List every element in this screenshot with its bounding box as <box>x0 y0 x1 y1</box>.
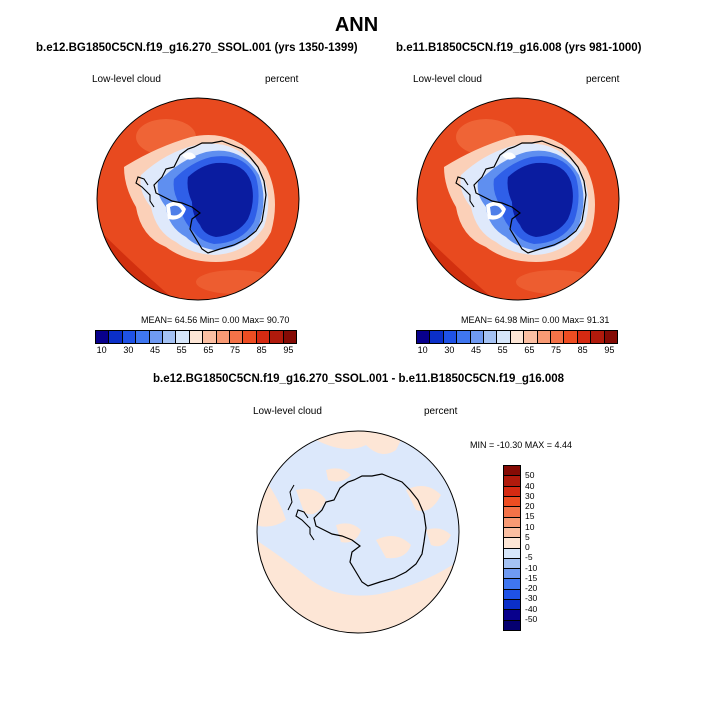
colorbar-tick-label: -10 <box>525 562 538 573</box>
colorbar-tick-label: 55 <box>176 345 187 355</box>
colorbar-tick-label: 75 <box>229 345 241 355</box>
panel-2-case-title: b.e11.B1850C5CN.f19_g16.008 (yrs 981-100… <box>396 42 642 54</box>
colorbar-swatch <box>504 558 520 570</box>
colorbar-swatch <box>564 331 578 343</box>
diff-panel-stats: MIN = -10.30 MAX = 4.44 <box>470 440 573 450</box>
colorbar-swatch <box>230 331 244 343</box>
colorbar-swatch <box>551 331 565 343</box>
colorbar-swatch <box>504 579 520 590</box>
main-title: ANN <box>334 14 379 36</box>
colorbar-swatch <box>176 331 190 343</box>
panel-1-colorbar <box>95 330 297 344</box>
colorbar-swatch <box>430 331 444 343</box>
colorbar-swatch <box>484 331 498 343</box>
colorbar-tick-label: -20 <box>525 583 538 593</box>
colorbar-swatch <box>524 331 538 343</box>
colorbar-swatch <box>504 548 520 559</box>
panel-1-units-label: percent <box>265 74 299 85</box>
panel-1-polar-map <box>96 97 300 301</box>
colorbar-tick-label: -40 <box>525 603 538 614</box>
colorbar-swatch <box>96 331 110 343</box>
panel-2-colorbar <box>416 330 618 344</box>
colorbar-swatch <box>504 527 520 539</box>
colorbar-tick-label: 95 <box>283 345 294 355</box>
colorbar-swatch <box>504 600 520 611</box>
colorbar-swatch <box>203 331 217 343</box>
colorbar-tick-label: 95 <box>604 345 615 355</box>
colorbar-tick-label: -30 <box>525 593 538 604</box>
colorbar-swatch <box>504 496 520 508</box>
colorbar-tick-label: 10 <box>417 345 428 355</box>
colorbar-tick-label: 30 <box>123 345 134 355</box>
colorbar-swatch <box>504 486 520 497</box>
colorbar-swatch <box>504 620 520 630</box>
colorbar-swatch <box>457 331 471 343</box>
colorbar-swatch <box>504 610 520 621</box>
colorbar-swatch <box>136 331 150 343</box>
panel-2-stats: MEAN= 64.98 Min= 0.00 Max= 91.31 <box>461 315 610 325</box>
diff-colorbar <box>503 465 521 631</box>
colorbar-swatch <box>216 331 231 343</box>
colorbar-swatch <box>443 331 458 343</box>
colorbar-swatch <box>591 331 605 343</box>
colorbar-swatch <box>149 331 164 343</box>
colorbar-swatch <box>504 538 520 549</box>
colorbar-tick-label: 20 <box>525 501 535 511</box>
colorbar-swatch <box>537 331 552 343</box>
colorbar-tick-label: 55 <box>497 345 508 355</box>
colorbar-swatch <box>163 331 177 343</box>
colorbar-swatch <box>283 331 297 343</box>
colorbar-swatch <box>256 331 271 343</box>
colorbar-tick-label: 45 <box>149 345 161 355</box>
colorbar-swatch <box>504 507 520 518</box>
colorbar-swatch <box>497 331 511 343</box>
colorbar-swatch <box>504 476 520 487</box>
colorbar-tick-label: 85 <box>577 345 588 355</box>
colorbar-swatch <box>122 331 137 343</box>
colorbar-tick-label: 85 <box>256 345 267 355</box>
diff-colorbar-labels: 50 40 30 20 15 10 5 0 -5 -10 -15 -20 -30 -40 -50 <box>525 465 565 629</box>
colorbar-swatch <box>604 331 618 343</box>
colorbar-tick-label: -5 <box>525 552 533 563</box>
colorbar-swatch <box>470 331 485 343</box>
panel-1-case-title: b.e12.BG1850C5CN.f19_g16.270_SSOL.001 (y… <box>36 42 358 54</box>
colorbar-tick-label: -15 <box>525 572 538 583</box>
colorbar-swatch <box>504 517 520 528</box>
panel-1-stats: MEAN= 64.56 Min= 0.00 Max= 90.70 <box>141 315 290 325</box>
colorbar-swatch <box>270 331 284 343</box>
colorbar-tick-label: 65 <box>203 345 214 355</box>
colorbar-tick-label: 30 <box>525 490 535 501</box>
colorbar-tick-label: -50 <box>525 613 538 624</box>
diff-panel-variable-label: Low-level cloud <box>253 406 322 417</box>
panel-2-polar-map <box>416 97 620 301</box>
colorbar-swatch <box>504 569 520 580</box>
panel-1-variable-label: Low-level cloud <box>92 74 161 85</box>
colorbar-swatch <box>109 331 123 343</box>
colorbar-swatch <box>189 331 204 343</box>
colorbar-swatch <box>417 331 431 343</box>
colorbar-tick-label: 5 <box>525 531 530 542</box>
colorbar-tick-label: 10 <box>525 521 535 532</box>
colorbar-tick-label: 0 <box>525 542 530 552</box>
colorbar-tick-label: 50 <box>525 470 535 481</box>
colorbar-tick-label: 30 <box>444 345 455 355</box>
colorbar-swatch <box>577 331 592 343</box>
colorbar-tick-label: 65 <box>524 345 535 355</box>
colorbar-tick-label: 45 <box>470 345 482 355</box>
colorbar-tick-label: 15 <box>525 511 535 522</box>
colorbar-tick-label: 10 <box>96 345 107 355</box>
colorbar-swatch <box>243 331 257 343</box>
panel-2-units-label: percent <box>586 74 620 85</box>
colorbar-swatch <box>510 331 525 343</box>
colorbar-tick-label: 40 <box>525 480 535 491</box>
colorbar-tick-label: 75 <box>550 345 562 355</box>
colorbar-swatch <box>504 589 520 601</box>
diff-panel-units-label: percent <box>424 406 458 417</box>
diff-panel-polar-map <box>256 430 460 634</box>
diff-panel-title: b.e12.BG1850C5CN.f19_g16.270_SSOL.001 - … <box>153 373 565 385</box>
colorbar-swatch <box>504 466 520 477</box>
panel-2-variable-label: Low-level cloud <box>413 74 482 85</box>
